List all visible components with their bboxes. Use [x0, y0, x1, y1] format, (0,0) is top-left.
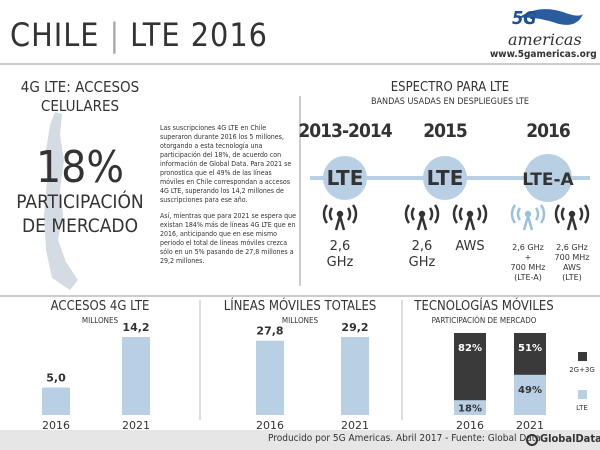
tech: LTE	[427, 166, 464, 190]
url: www.5gamericas.org	[490, 49, 597, 60]
paragraph: Las suscripciones 4G LTE en Chile supera…	[160, 124, 292, 204]
footer-brand: GlobalData.	[540, 432, 600, 445]
band-label: (LTE)	[562, 273, 582, 282]
bar-segment	[514, 333, 546, 375]
year: 2015	[423, 120, 468, 142]
brand-icon	[526, 434, 538, 446]
value-label: 51%	[518, 343, 542, 354]
band-label: 700 MHz	[511, 263, 546, 272]
bar-segment	[454, 400, 486, 415]
spectrum-subtitle: BANDAS USADAS EN DESPLIEGUES LTE	[370, 97, 530, 107]
title-left: CHILE	[10, 16, 100, 54]
title: CHILE | LTE 2016	[10, 16, 268, 54]
legend-swatch	[578, 390, 587, 399]
tech-circle	[423, 156, 467, 200]
legend-label: LTE	[576, 404, 588, 412]
year: 2013-2014	[298, 120, 392, 142]
band-label: +	[525, 253, 532, 262]
band-label: 700 MHz	[555, 253, 590, 262]
bar	[341, 337, 369, 415]
chart-title: TECNOLOGÍAS MÓVILES	[414, 299, 554, 314]
x-tick-label: 2016	[456, 419, 484, 432]
spectrum-title: ESPECTRO PARA LTE	[390, 80, 510, 95]
x-tick-label: 2021	[122, 419, 150, 432]
tech: LTE	[327, 166, 364, 190]
band-label: AWS	[563, 263, 581, 272]
bar-segment	[454, 333, 486, 401]
value-label: 18%	[458, 404, 482, 415]
big-figure: 18%	[36, 142, 124, 193]
value-label: 5,0	[46, 372, 66, 385]
chart-title: LÍNEAS MÓVILES TOTALES	[223, 299, 377, 314]
x-tick-label: 2021	[516, 419, 544, 432]
big-figure-sub: PARTICIPACIÓN DE MERCADO	[16, 191, 144, 237]
logo-globe	[518, 9, 583, 25]
x-tick-label: 2016	[42, 419, 70, 432]
value-label: 14,2	[122, 321, 149, 334]
value-label: 27,8	[256, 325, 283, 338]
legend-label: 2G+3G	[569, 366, 595, 374]
value-label: 49%	[518, 385, 542, 396]
x-tick-label: 2016	[256, 419, 284, 432]
footer-credit: Producido por 5G Americas. Abril 2017 - …	[268, 433, 541, 444]
tech-circle	[323, 156, 367, 200]
band-label: GHz	[409, 255, 436, 270]
band-label: 2,6 GHz	[512, 243, 544, 252]
chart-title: ACCESOS 4G LTE	[50, 299, 150, 314]
separator: |	[109, 16, 121, 54]
band-label: GHz	[327, 255, 354, 270]
band-label: 2,6 GHz	[556, 243, 588, 252]
paragraphs: Las suscripciones 4G LTE en Chile supera…	[160, 124, 296, 266]
logo: 5G	[512, 8, 537, 29]
year: 2016	[526, 120, 571, 142]
bar-segment	[514, 374, 546, 415]
value-label: 82%	[458, 343, 482, 354]
tech-circle	[524, 154, 572, 202]
band-label: 2,6	[330, 239, 351, 254]
bar	[122, 337, 150, 415]
antenna-icons	[322, 204, 590, 231]
footer-bar	[0, 430, 600, 450]
paragraph: Así, mientras que para 2021 se espera qu…	[160, 212, 296, 265]
bar	[42, 387, 70, 415]
left-heading: 4G LTE: ACCESOS CELULARES	[20, 78, 140, 115]
band-label: 2,6	[412, 239, 433, 254]
band-label: (LTE-A)	[514, 273, 542, 282]
chart-subtitle: MILLONES	[281, 316, 319, 325]
legend-swatch	[578, 352, 587, 361]
chart-subtitle: MILLONES	[81, 316, 119, 325]
chart-subtitle: PARTICIPACIÓN DE MERCADO	[431, 316, 537, 325]
value-label: 29,2	[341, 321, 368, 334]
tech: LTE-A	[522, 170, 574, 190]
band-label: AWS	[455, 239, 484, 254]
map	[44, 112, 78, 290]
bar	[256, 340, 284, 415]
logo-sub: americas	[508, 30, 582, 49]
x-tick-label: 2021	[341, 419, 369, 432]
title-right: LTE 2016	[130, 16, 268, 54]
